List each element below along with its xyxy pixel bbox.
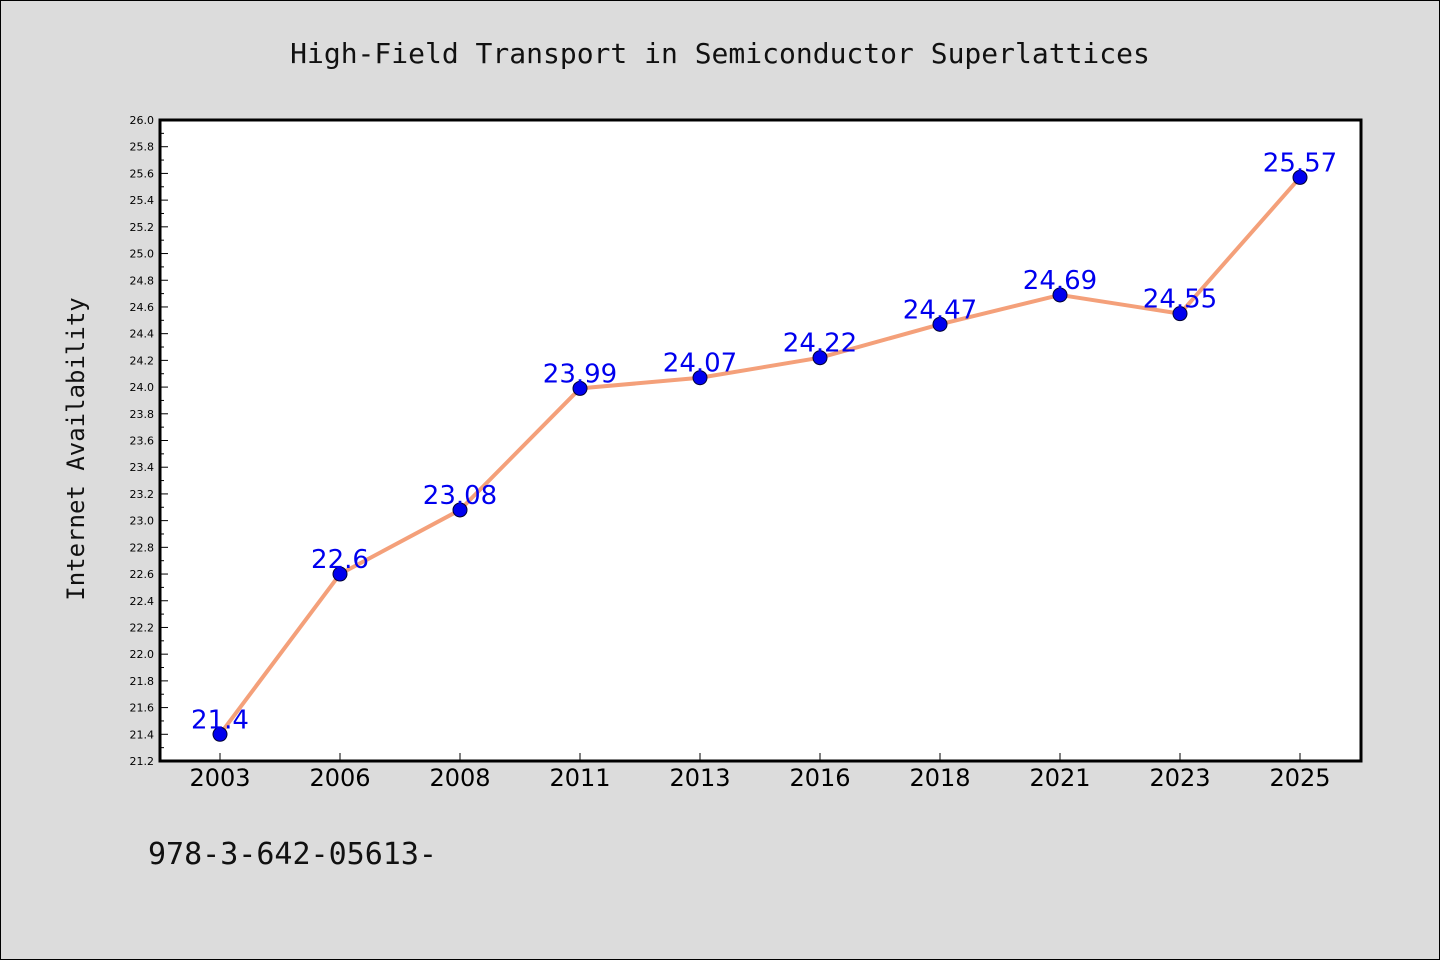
data-point-marker [1052,287,1068,303]
y-tick-label: 25.6 [130,167,155,180]
data-point-label: 22.6 [311,545,369,575]
y-axis-label: Internet Availability [62,297,90,600]
axis-ticks: 21.2 21.4 21.6 21.8 22.0 22.2 22.4 22.6 22.8 23.0… [130,114,1331,792]
y-tick-label: 25.4 [130,194,155,207]
x-tick-label: 2008 [429,764,490,792]
data-point-label: 24.07 [663,349,737,379]
y-tick-label: 23.4 [130,461,155,474]
x-tick-label: 2013 [669,764,730,792]
y-tick-label: 23.8 [130,408,155,421]
y-tick-label: 23.0 [130,515,155,528]
data-point-label: 21.4 [191,705,249,735]
y-tick-label: 21.8 [130,675,155,688]
data-point-label: 24.55 [1143,285,1217,315]
y-tick-label: 25.2 [130,221,155,234]
x-tick-label: 2016 [789,764,850,792]
data-point-label: 24.69 [1023,266,1097,296]
y-tick-label: 24.8 [130,274,155,287]
y-tick-label: 22.4 [130,595,155,608]
y-tick-label: 23.6 [130,435,155,448]
x-tick-label: 2006 [309,764,370,792]
data-point-marker [1292,169,1308,185]
footer-isbn-text: 978-3-642-05613- [148,837,437,872]
series-polyline [218,176,1302,736]
y-tick-label: 22.2 [130,621,155,634]
data-point-marker [692,370,708,386]
data-point-label: 24.22 [783,329,857,359]
data-point-marker [572,380,588,396]
data-point-label: 23.08 [423,481,497,511]
data-point-label: 25.57 [1263,148,1337,178]
y-tick-label: 26.0 [130,114,155,127]
data-point-marker [452,502,468,518]
plot-area [160,120,1361,761]
y-tick-label: 21.4 [130,728,155,741]
y-tick-label: 22.6 [130,568,155,581]
data-point-marker [812,350,828,366]
series-line [218,176,1302,736]
x-tick-label: 2003 [189,764,250,792]
x-tick-label: 2023 [1149,764,1210,792]
x-tick-label: 2021 [1029,764,1090,792]
y-tick-label: 22.8 [130,541,155,554]
x-tick-label: 2011 [549,764,610,792]
y-tick-label: 24.4 [130,328,155,341]
y-tick-label: 21.6 [130,702,155,715]
data-point-marker [1172,306,1188,322]
y-tick-label: 23.2 [130,488,155,501]
plot-border [158,118,1363,763]
y-tick-label: 24.2 [130,354,155,367]
series-markers [212,169,1308,742]
y-tick-label: 24.0 [130,381,155,394]
data-point-label: 23.99 [543,359,617,389]
data-point-marker [932,316,948,332]
chart-title: High-Field Transport in Semiconductor Su… [290,37,1150,70]
data-point-marker [212,726,228,742]
data-point-marker [332,566,348,582]
data-point-label: 24.47 [903,295,977,325]
y-tick-label: 25.0 [130,248,155,261]
x-tick-label: 2025 [1269,764,1330,792]
data-labels: 21.4 22.6 23.08 23.99 24.07 24.22 24.47 24.69 24… [191,148,1337,735]
y-tick-label: 21.2 [130,755,155,768]
y-tick-label: 24.6 [130,301,155,314]
x-tick-label: 2018 [909,764,970,792]
y-tick-label: 25.8 [130,141,155,154]
y-tick-label: 22.0 [130,648,155,661]
